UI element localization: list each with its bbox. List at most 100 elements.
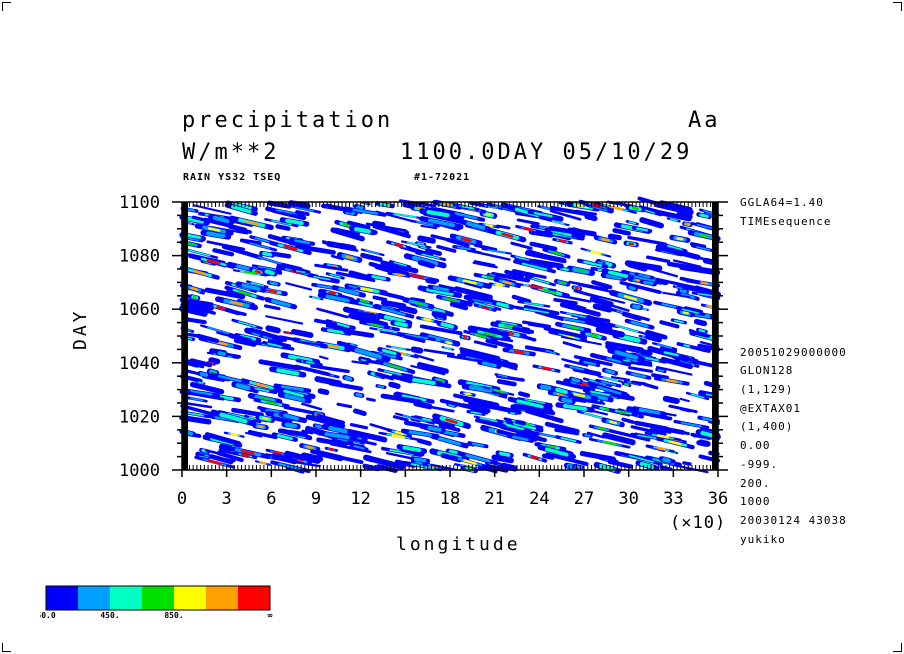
streak-mid <box>284 422 298 429</box>
rain-streak <box>511 269 535 278</box>
rain-streak <box>347 429 388 443</box>
rain-streak <box>441 346 455 351</box>
streak-mid <box>471 442 485 447</box>
streak-outer <box>553 297 578 305</box>
streak-outer <box>350 310 381 321</box>
streak-core <box>391 433 406 439</box>
streak-outer <box>545 452 589 466</box>
streak-mid <box>618 334 641 343</box>
rain-streak <box>416 438 432 446</box>
rain-streak <box>292 269 309 274</box>
rain-streak <box>417 235 436 244</box>
rain-streak <box>436 320 458 331</box>
streak-mid <box>630 372 647 379</box>
streak-outer <box>621 417 635 424</box>
streak-mid <box>401 394 427 402</box>
streak-mid <box>465 453 491 463</box>
streak-mid <box>329 273 341 278</box>
streak-mid <box>635 227 649 232</box>
streak-outer <box>413 353 435 362</box>
rain-streak <box>401 449 421 456</box>
streak-outer <box>208 357 221 365</box>
rain-streak <box>514 419 526 426</box>
rain-streak <box>385 211 425 220</box>
streak-mid <box>489 273 496 277</box>
rain-streak <box>261 268 278 277</box>
streak-core <box>345 255 354 260</box>
rain-streak <box>588 382 630 398</box>
streak-mid <box>643 280 654 285</box>
rain-streak <box>625 204 646 213</box>
streak-mid <box>249 242 271 250</box>
rain-streak <box>388 381 401 389</box>
color-legend: 50.0 450. 850. ∞ <box>40 585 273 620</box>
rain-streak <box>446 209 486 222</box>
rain-streak <box>644 334 662 343</box>
rain-streak <box>264 297 298 310</box>
streak-mid <box>197 381 204 384</box>
streak-core <box>244 220 259 226</box>
streak-mid <box>188 249 211 257</box>
rain-streak <box>440 339 457 346</box>
rain-streak <box>195 380 206 385</box>
rain-streak <box>387 271 411 278</box>
streak-mid <box>481 361 497 368</box>
streak-outer <box>446 354 477 362</box>
streak-mid <box>523 307 550 314</box>
streak-mid <box>354 226 371 234</box>
rain-streak <box>366 273 391 282</box>
rain-streak <box>645 329 668 340</box>
x-tick-label: 33 <box>663 489 683 509</box>
streak-outer <box>410 297 426 303</box>
streak-core <box>394 430 404 436</box>
streak-outer <box>667 261 691 270</box>
rain-streak <box>350 310 381 321</box>
streak-mid <box>539 384 552 391</box>
streak-mid <box>410 462 435 470</box>
streak-mid <box>345 210 355 215</box>
streak-outer <box>314 376 342 387</box>
rain-streak <box>655 436 695 450</box>
streak-core <box>463 459 477 465</box>
streak-outer <box>453 286 493 300</box>
rain-streak <box>549 205 594 218</box>
rain-streak <box>463 329 498 342</box>
streak-mid <box>186 412 205 417</box>
rain-streak <box>672 259 702 268</box>
streak-mid <box>421 253 440 260</box>
rain-streak <box>392 415 409 422</box>
streak-mid <box>219 412 248 424</box>
streak-mid <box>610 396 618 399</box>
streak-mid <box>680 421 702 428</box>
rain-streak <box>326 240 357 252</box>
streak-core <box>665 378 678 384</box>
streak-mid <box>294 239 310 245</box>
streak-mid <box>583 412 605 420</box>
streak-outer <box>410 364 446 376</box>
rain-streak <box>415 251 447 261</box>
streak-mid <box>696 223 714 230</box>
rain-streak <box>685 391 710 401</box>
streak-mid <box>669 218 678 222</box>
streak-mid <box>262 251 273 257</box>
rain-streak <box>693 318 708 327</box>
rain-streak <box>264 218 299 228</box>
heatmap-cells <box>179 196 721 474</box>
rain-streak <box>601 417 625 428</box>
rain-streak <box>271 414 293 424</box>
streak-mid <box>290 205 314 212</box>
rain-streak <box>679 397 690 403</box>
rain-streak <box>586 293 626 304</box>
rain-streak <box>263 304 281 311</box>
streak-mid <box>354 347 383 360</box>
legend-label: 450. <box>100 611 119 620</box>
rain-streak <box>200 229 232 240</box>
streak-mid <box>189 390 213 397</box>
streak-core <box>541 366 552 371</box>
rain-streak <box>626 284 638 292</box>
streak-mid <box>275 209 298 215</box>
rain-streak <box>343 329 375 338</box>
streak-outer <box>366 397 376 402</box>
streak-outer <box>379 330 403 337</box>
streak-mid <box>606 357 622 364</box>
